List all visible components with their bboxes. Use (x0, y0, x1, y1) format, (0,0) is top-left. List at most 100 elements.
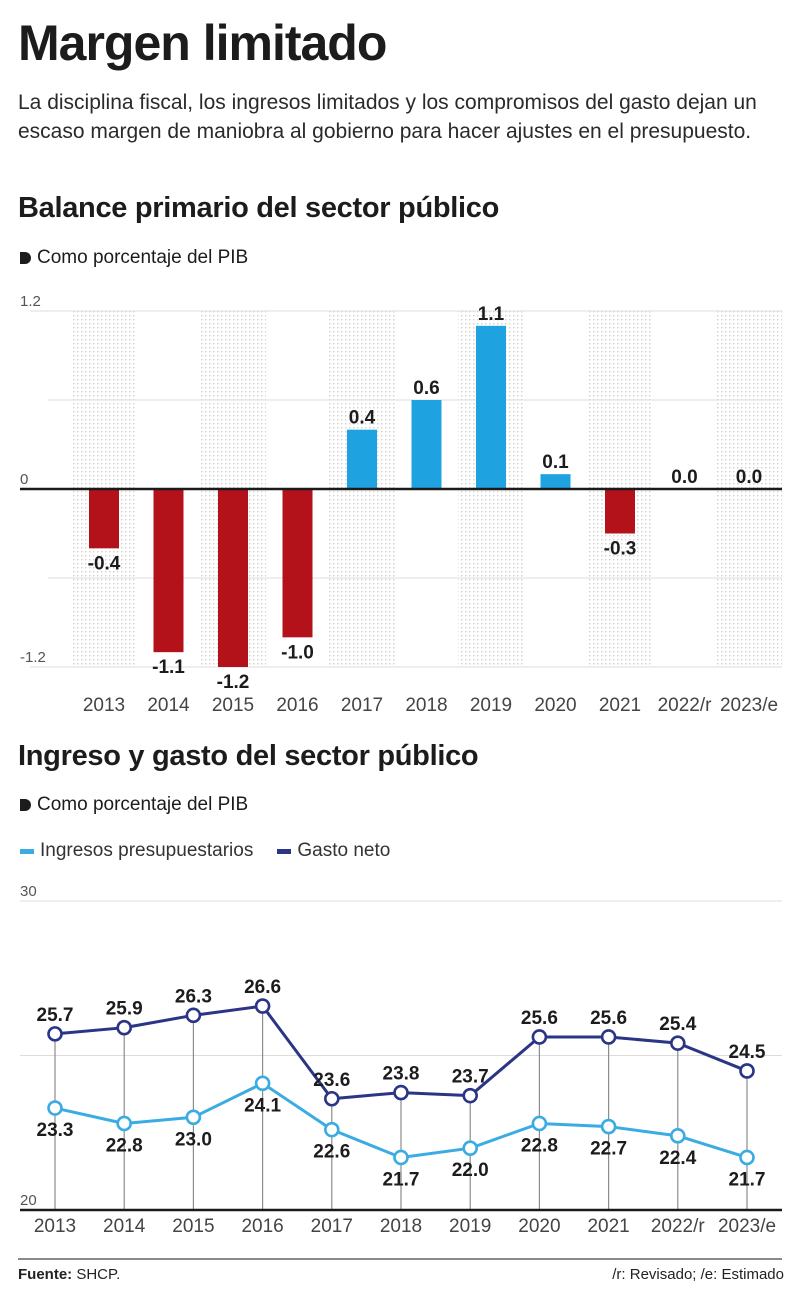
data-point-gasto (669, 1035, 686, 1051)
x-tick-label: 2016 (241, 1216, 283, 1237)
data-point-ingresos (116, 1115, 132, 1132)
data-point-gasto (393, 1084, 409, 1101)
data-point-ingresos (462, 1140, 479, 1157)
bar-value-label: 1.1 (478, 304, 505, 325)
x-tick-label: 2013 (83, 695, 125, 716)
data-point-ingresos (600, 1118, 617, 1135)
bar (153, 489, 184, 653)
x-tick-label: 2020 (534, 695, 576, 716)
point-value-label: 22.8 (521, 1135, 558, 1156)
bar (411, 400, 442, 489)
point-value-label: 23.6 (313, 1070, 350, 1091)
bar-unit-text: Como porcentaje del PIB (37, 247, 249, 268)
x-tick-label: 2019 (470, 695, 512, 716)
point-value-label: 21.7 (729, 1169, 766, 1190)
data-point-gasto (47, 1026, 63, 1042)
data-point-gasto (462, 1087, 479, 1104)
footer-notes: /r: Revisado; /e: Estimado (612, 1266, 784, 1283)
bar-value-label: 0.6 (413, 378, 439, 399)
x-tick-label: 2015 (172, 1216, 214, 1237)
bar-value-label: 0.0 (671, 467, 697, 488)
point-value-label: 23.8 (383, 1064, 420, 1085)
bar-value-label: -0.3 (604, 539, 637, 560)
bar-value-label: -1.1 (152, 657, 185, 678)
point-value-label: 22.8 (106, 1135, 143, 1156)
x-tick-label: 2017 (341, 695, 383, 716)
bar-value-label: 0.0 (736, 467, 762, 488)
data-point-gasto (254, 998, 271, 1014)
data-point-gasto (116, 1019, 132, 1036)
footer-source-value: SHCP. (76, 1266, 121, 1283)
data-point-gasto (323, 1090, 340, 1107)
x-tick-label: 2016 (276, 695, 318, 716)
bar (89, 489, 119, 549)
tag-icon (20, 252, 31, 264)
bar-value-label: 0.1 (542, 452, 569, 473)
footer-source-label: Fuente: (18, 1266, 73, 1283)
x-tick-label: 2014 (103, 1216, 146, 1237)
tag-icon (20, 799, 31, 811)
x-tick-label: 2014 (147, 695, 190, 716)
bar-chart-unit-note: Como porcentaje del PIB (20, 247, 248, 269)
page-subtitle: La disciplina fiscal, los ingresos limit… (18, 91, 757, 143)
y-tick-label: -1.2 (20, 649, 46, 666)
bar (605, 489, 635, 534)
point-value-label: 26.3 (175, 986, 212, 1007)
bar-value-label: -1.2 (217, 672, 250, 693)
point-value-label: 23.3 (37, 1120, 74, 1141)
page-title: Margen limitado (18, 15, 387, 71)
bar (218, 489, 248, 667)
x-tick-label: 2018 (405, 695, 447, 716)
legend-swatch-ingresos (20, 848, 34, 854)
footer-source: Fuente: SHCP. (18, 1266, 120, 1283)
point-value-label: 22.0 (452, 1160, 489, 1181)
data-point-ingresos (47, 1100, 63, 1116)
bar (347, 429, 377, 489)
point-value-label: 24.5 (729, 1042, 766, 1063)
y-tick-label: 30 (20, 883, 37, 900)
data-point-ingresos (531, 1115, 548, 1132)
point-value-label: 25.6 (521, 1008, 558, 1029)
bar-value-label: -1.0 (281, 642, 314, 663)
line-chart-legend: Ingresos presupuestarios Gasto neto (20, 840, 390, 862)
x-tick-label: 2021 (587, 1216, 629, 1237)
point-value-label: 22.6 (313, 1142, 350, 1163)
x-tick-label: 2017 (311, 1216, 353, 1237)
legend-swatch-gasto (277, 848, 292, 854)
x-tick-label: 2021 (599, 695, 641, 716)
point-value-label: 26.6 (244, 977, 281, 998)
x-tick-label: 2019 (449, 1216, 491, 1237)
y-tick-label: 20 (20, 1192, 37, 1209)
point-value-label: 25.9 (106, 999, 143, 1020)
footer-divider (18, 1258, 782, 1260)
x-tick-label: 2015 (212, 695, 254, 716)
line-chart-title: Ingreso y gasto del sector público (18, 740, 479, 772)
data-point-ingresos (669, 1128, 686, 1144)
y-tick-label: 1.2 (20, 293, 41, 310)
point-value-label: 25.6 (590, 1008, 627, 1029)
x-tick-label: 2022/r (658, 695, 713, 716)
bar (282, 489, 313, 638)
data-point-gasto (739, 1063, 755, 1079)
data-point-ingresos (185, 1109, 202, 1126)
x-tick-label: 2013 (34, 1216, 76, 1237)
point-value-label: 25.4 (659, 1014, 696, 1035)
bar (476, 325, 506, 489)
data-point-ingresos (739, 1149, 755, 1166)
x-tick-label: 2022/r (651, 1216, 706, 1237)
x-tick-label: 2020 (518, 1216, 560, 1237)
data-point-gasto (185, 1007, 202, 1024)
bar-chart: 1.2 0 -1.2 -0.4 -1.1 -1.2 -1.0 0.4 0.6 1.1 0.1 -0.… (20, 293, 782, 716)
point-value-label: 25.7 (37, 1005, 74, 1026)
x-tick-label: 2018 (380, 1216, 422, 1237)
bar-value-label: 0.4 (349, 408, 376, 429)
line-chart: 30 20 23.3 22.8 23.0 24.1 22.6 21.7 22.0 22.8 22.… (20, 883, 782, 1237)
point-value-label: 21.7 (383, 1169, 420, 1190)
x-tick-label: 2023/e (718, 1216, 776, 1237)
legend-item-ingresos: Ingresos presupuestarios (20, 840, 253, 862)
point-value-label: 22.7 (590, 1139, 627, 1160)
point-value-label: 22.4 (659, 1148, 696, 1169)
x-tick-label: 2023/e (720, 695, 778, 716)
point-value-label: 24.1 (244, 1095, 281, 1116)
legend-label-ingresos: Ingresos presupuestarios (40, 840, 254, 861)
